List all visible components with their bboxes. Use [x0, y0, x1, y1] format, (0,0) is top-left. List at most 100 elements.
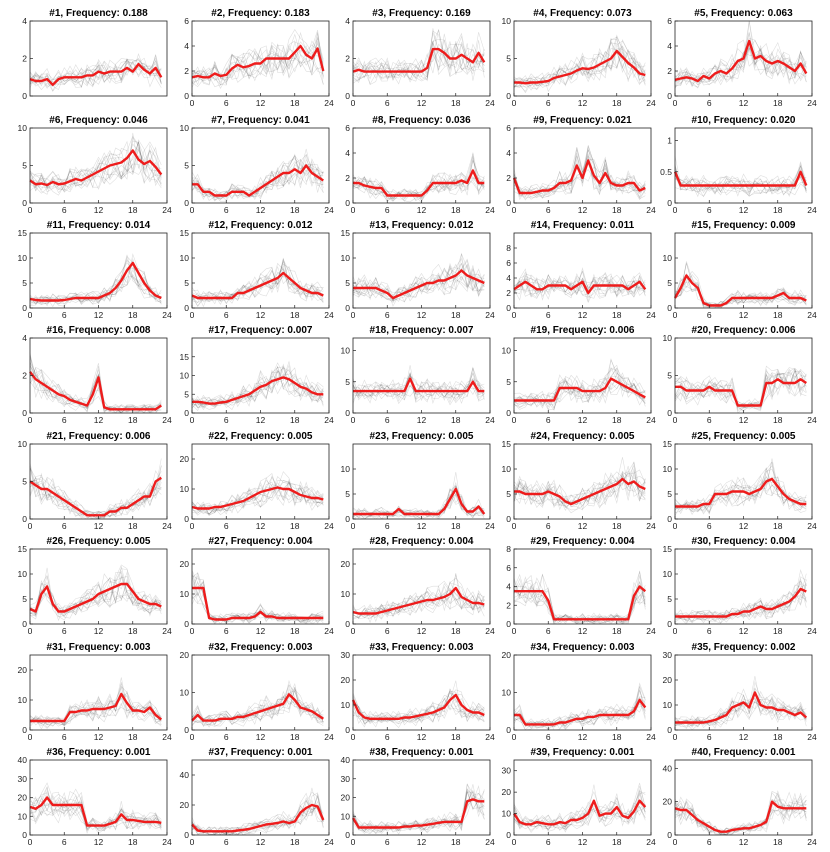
background-trace [29, 577, 162, 621]
background-trace [513, 801, 646, 833]
y-tick-label: 5 [22, 278, 27, 288]
subplot-title: #25, Frequency: 0.005 [692, 431, 796, 442]
background-trace [191, 42, 324, 79]
y-tick-label: 0 [506, 408, 511, 418]
median-line [514, 477, 646, 506]
x-tick-label: 6 [62, 415, 67, 425]
y-tick-label: 10 [663, 700, 673, 710]
background-trace [674, 573, 807, 624]
y-tick-label: 2 [22, 54, 27, 64]
background-trace [513, 686, 646, 727]
background-trace [29, 148, 162, 194]
subplot-21: #21, Frequency: 0.006 0 5 10 0 6 12 18 24 [18, 431, 172, 531]
background-trace [191, 158, 324, 201]
x-tick-label: 6 [546, 310, 551, 320]
x-tick-label: 6 [385, 205, 390, 215]
y-tick-label: 10 [180, 123, 190, 133]
median-line [353, 169, 485, 197]
background-trace [674, 476, 807, 515]
x-tick-label: 18 [773, 626, 783, 636]
y-tick-label: 0 [506, 619, 511, 629]
subplot-title: #34, Frequency: 0.003 [531, 642, 635, 653]
subplot-title: #12, Frequency: 0.012 [209, 220, 313, 231]
x-tick-label: 12 [578, 626, 588, 636]
subplot-13: #13, Frequency: 0.012 0 5 10 15 0 6 12 18 24 [341, 220, 495, 320]
x-tick-label: 12 [94, 205, 104, 215]
y-tick-label: 0 [22, 198, 27, 208]
y-tick-label: 0 [22, 91, 27, 101]
y-tick-label: 15 [180, 352, 190, 362]
x-tick-label: 24 [324, 837, 334, 847]
x-tick-label: 0 [673, 521, 678, 531]
subplot-19: #19, Frequency: 0.006 0 5 10 0 6 12 18 24 [502, 325, 656, 425]
subplot-title: #5, Frequency: 0.063 [694, 8, 793, 19]
background-trace [191, 486, 324, 516]
y-tick-label: 40 [341, 755, 351, 765]
subplot-37: #37, Frequency: 0.001 0 20 40 0 6 12 18 24 [180, 747, 334, 847]
background-traces [674, 155, 807, 198]
y-tick-label: 5 [667, 371, 672, 381]
background-traces [29, 132, 162, 196]
y-tick-label: 6 [345, 123, 350, 133]
x-tick-label: 6 [224, 521, 229, 531]
x-tick-label: 0 [512, 205, 517, 215]
background-trace [674, 792, 807, 836]
subplot-title: #21, Frequency: 0.006 [47, 431, 151, 442]
x-tick-label: 0 [673, 98, 678, 108]
background-traces [191, 471, 324, 517]
background-traces [513, 34, 646, 94]
x-tick-label: 0 [28, 732, 33, 742]
background-trace [352, 585, 485, 624]
y-tick-label: 10 [180, 253, 190, 263]
x-tick-label: 0 [512, 310, 517, 320]
background-trace [29, 62, 162, 89]
x-tick-label: 12 [578, 98, 588, 108]
subplot-title: #15, Frequency: 0.009 [692, 220, 796, 231]
x-tick-label: 12 [256, 732, 266, 742]
background-trace [191, 792, 324, 836]
x-tick-label: 12 [417, 415, 427, 425]
background-trace [352, 253, 485, 301]
x-tick-label: 12 [417, 732, 427, 742]
subplot-title: #32, Frequency: 0.003 [209, 642, 313, 653]
background-trace [353, 153, 485, 202]
background-trace [674, 468, 807, 513]
y-tick-label: 10 [502, 346, 512, 356]
background-trace [513, 461, 646, 514]
background-trace [191, 697, 324, 726]
background-trace [352, 373, 485, 401]
x-tick-label: 18 [290, 310, 300, 320]
subplot-32: #32, Frequency: 0.003 0 10 20 0 6 12 18 24 [180, 642, 334, 742]
x-tick-label: 18 [773, 98, 783, 108]
background-traces [191, 257, 324, 308]
subplot-26: #26, Frequency: 0.005 0 5 10 15 0 6 12 18 24 [18, 536, 172, 636]
y-tick-label: 0 [506, 514, 511, 524]
background-trace [29, 477, 162, 520]
background-trace [352, 488, 485, 520]
x-tick-label: 18 [773, 837, 783, 847]
background-trace [352, 35, 485, 85]
x-tick-label: 18 [612, 205, 622, 215]
background-trace [674, 676, 807, 726]
background-traces [352, 472, 485, 520]
median-line [514, 49, 646, 85]
background-trace [513, 576, 646, 625]
x-tick-label: 24 [162, 837, 172, 847]
subplot-title: #30, Frequency: 0.004 [692, 536, 796, 547]
y-tick-label: 20 [341, 793, 351, 803]
y-tick-label: 5 [345, 377, 350, 387]
background-trace [191, 148, 324, 202]
y-tick-label: 20 [502, 787, 512, 797]
background-trace [352, 580, 485, 619]
x-tick-label: 0 [512, 626, 517, 636]
x-tick-label: 24 [324, 521, 334, 531]
subplot-title: #18, Frequency: 0.007 [370, 325, 474, 336]
background-traces [352, 365, 485, 406]
y-tick-label: 4 [345, 148, 350, 158]
median-line [513, 280, 647, 295]
subplot-title: #16, Frequency: 0.008 [47, 325, 151, 336]
background-trace [352, 690, 485, 726]
x-tick-label: 6 [546, 415, 551, 425]
x-tick-label: 18 [290, 415, 300, 425]
background-trace [29, 578, 162, 618]
